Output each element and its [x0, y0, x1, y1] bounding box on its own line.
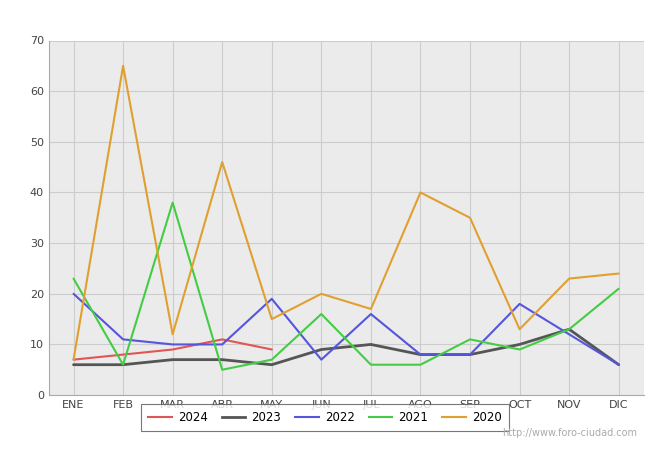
Legend: 2024, 2023, 2022, 2021, 2020: 2024, 2023, 2022, 2021, 2020 [141, 404, 509, 431]
Text: http://www.foro-ciudad.com: http://www.foro-ciudad.com [502, 428, 637, 438]
Text: Matriculaciones de Vehiculos en Fuente del Maestre: Matriculaciones de Vehiculos en Fuente d… [126, 13, 524, 28]
